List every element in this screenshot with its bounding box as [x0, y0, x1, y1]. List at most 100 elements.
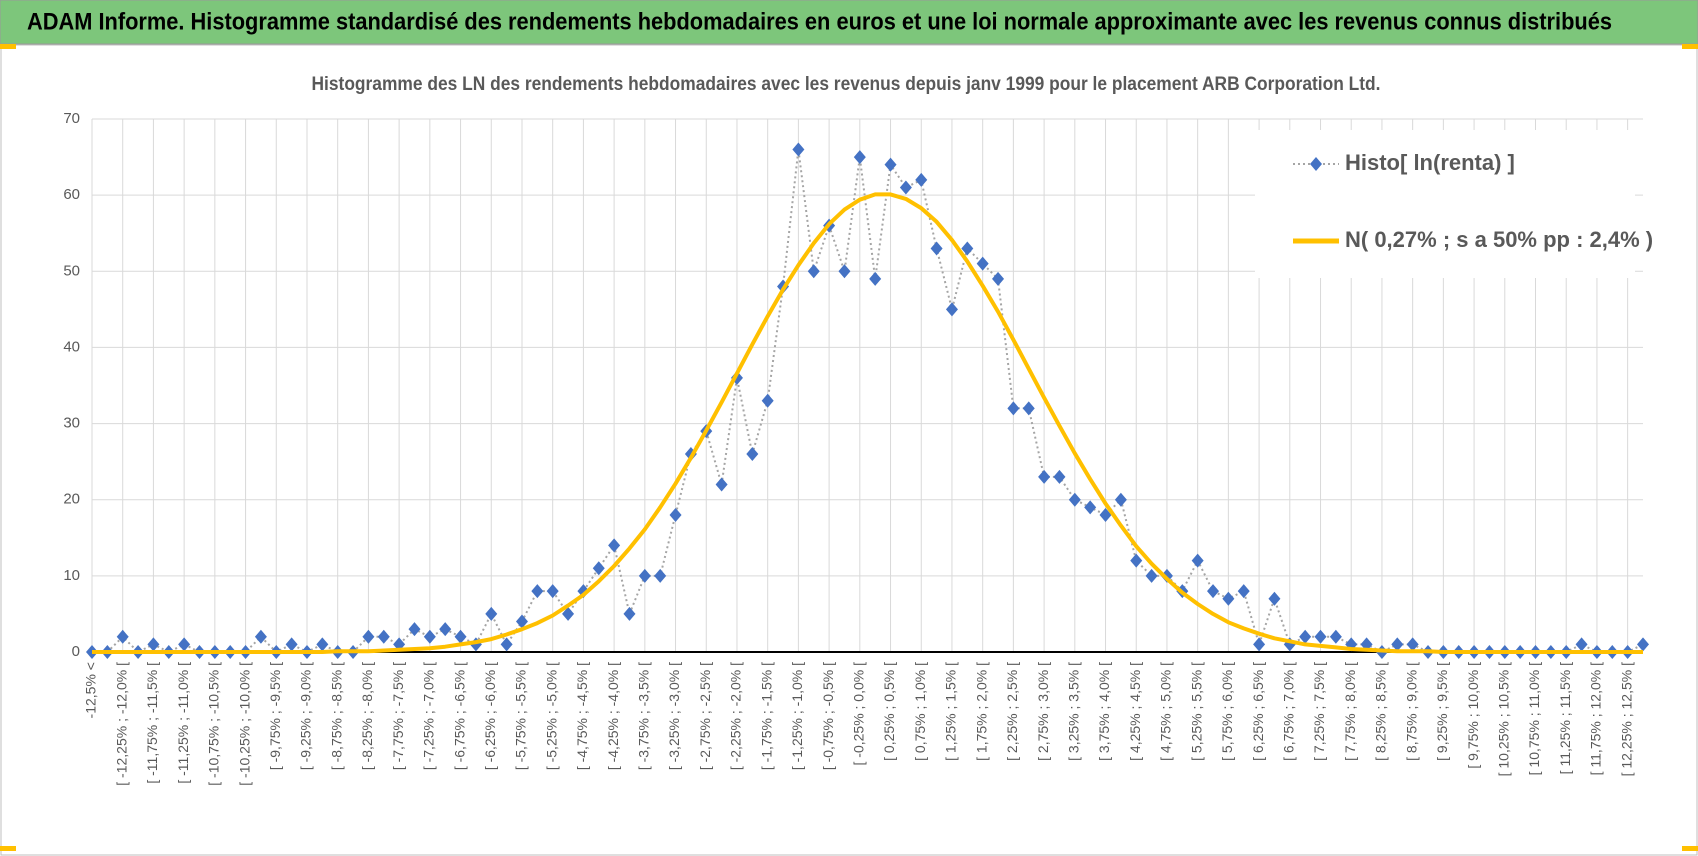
y-tick-label: 70 [63, 110, 80, 127]
x-tick-label: [ -2,75% ; -2,5% [ [697, 662, 713, 770]
data-point [853, 150, 866, 165]
corner [1682, 44, 1698, 49]
data-point [1329, 629, 1342, 644]
data-point [377, 629, 390, 644]
data-point [178, 637, 191, 652]
data-point [454, 629, 467, 644]
x-tick-label: [ 4,25% ; 4,5% [ [1127, 662, 1143, 761]
data-point [976, 256, 989, 271]
legend-marker [1310, 157, 1322, 171]
x-tick-label: [ 4,75% ; 5,0% [ [1158, 662, 1174, 761]
x-tick-label: -12,5% < [83, 662, 99, 718]
data-point [408, 622, 421, 637]
data-point [1575, 637, 1588, 652]
x-tick-label: [ -10,75% ; -10,5% [ [206, 662, 222, 786]
data-point [945, 302, 958, 317]
header-title: ADAM Informe. Histogramme standardisé de… [27, 8, 1612, 35]
data-point [915, 172, 928, 187]
x-tick-label: [ 11,25% ; 11,5% [ [1557, 662, 1573, 774]
data-point [1145, 568, 1158, 583]
x-tick-label: [ -9,75% ; -9,5% [ [267, 662, 283, 770]
x-tick-label: [ 7,25% ; 7,5% [ [1311, 662, 1327, 761]
data-point [254, 629, 267, 644]
data-point [1084, 500, 1097, 515]
y-tick-label: 10 [63, 567, 80, 584]
data-point [869, 271, 882, 286]
x-tick-label: [ -3,75% ; -3,5% [ [636, 662, 652, 770]
data-point [715, 477, 728, 492]
data-point [362, 629, 375, 644]
header-bar [0, 0, 1698, 45]
data-point [807, 264, 820, 279]
x-tick-label: [ 8,25% ; 8,5% [ [1373, 662, 1389, 761]
x-tick-label: [ -1,75% ; -1,5% [ [758, 662, 774, 770]
x-tick-label: [ -7,25% ; -7,0% [ [421, 662, 437, 770]
data-point [930, 241, 943, 256]
data-point [147, 637, 160, 652]
x-tick-label: [ -5,25% ; -5,0% [ [543, 662, 559, 770]
data-point [316, 637, 329, 652]
x-tick-label: [ -1,25% ; -1,0% [ [789, 662, 805, 770]
data-point [1191, 553, 1204, 568]
legend-label: N( 0,27% ; s a 50% pp : 2,4% ) [1345, 227, 1653, 252]
x-tick-label: [ 9,75% ; 10,0% [ [1465, 662, 1481, 769]
corner [0, 846, 16, 851]
data-point [992, 271, 1005, 286]
data-point [531, 584, 544, 599]
legend-box [1255, 130, 1635, 278]
x-tick-label: [ 2,75% ; 3,0% [ [1035, 662, 1051, 761]
data-point [1406, 637, 1419, 652]
data-point [515, 614, 528, 629]
data-point [1222, 591, 1235, 606]
corner [0, 44, 16, 49]
data-point [1114, 492, 1127, 507]
x-tick-label: [ -11,25% ; -11,0% [ [175, 662, 191, 784]
data-point [1099, 507, 1112, 522]
data-point [546, 584, 559, 599]
data-point [1391, 637, 1404, 652]
x-tick-label: [ 8,75% ; 9,0% [ [1403, 662, 1419, 761]
data-point [423, 629, 436, 644]
x-tick-label: [ -9,25% ; -9,0% [ [298, 662, 314, 770]
x-tick-label: [ -5,75% ; -5,5% [ [513, 662, 529, 770]
x-tick-label: [ 3,25% ; 3,5% [ [1066, 662, 1082, 761]
x-tick-label: [ -4,75% ; -4,5% [ [574, 662, 590, 770]
data-point [1314, 629, 1327, 644]
x-tick-label: [ -0,75% ; -0,5% [ [820, 662, 836, 770]
y-tick-label: 30 [63, 415, 80, 432]
x-tick-label: [ 6,25% ; 6,5% [ [1250, 662, 1266, 761]
x-tick-label: [ -10,25% ; -10,0% [ [236, 662, 252, 786]
x-tick-label: [ -2,25% ; -2,0% [ [728, 662, 744, 770]
x-tick-label: [ -8,75% ; -8,5% [ [328, 662, 344, 770]
x-tick-label: [ -11,75% ; -11,5% [ [144, 662, 160, 784]
data-point [1207, 584, 1220, 599]
data-point [1268, 591, 1281, 606]
data-point [562, 606, 575, 621]
data-point [638, 568, 651, 583]
data-point [485, 606, 498, 621]
y-tick-label: 60 [63, 186, 80, 203]
x-tick-label: [ -6,25% ; -6,0% [ [482, 662, 498, 770]
data-point [116, 629, 129, 644]
y-tick-label: 20 [63, 491, 80, 508]
x-tick-label: [ 12,25% ; 12,5% [ [1618, 662, 1634, 777]
y-tick-label: 0 [72, 643, 80, 660]
x-tick-label: [ 3,75% ; 4,0% [ [1096, 662, 1112, 761]
x-tick-label: [ 6,75% ; 7,0% [ [1281, 662, 1297, 761]
x-tick-label: [ -3,25% ; -3,0% [ [666, 662, 682, 770]
x-tick-label: [ -4,25% ; -4,0% [ [605, 662, 621, 770]
data-point [439, 622, 452, 637]
x-tick-label: [ -6,75% ; -6,5% [ [451, 662, 467, 770]
x-tick-label: [ 0,75% ; 1,0% [ [912, 662, 928, 761]
data-point [654, 568, 667, 583]
data-point [623, 606, 636, 621]
x-tick-label: [ 9,25% ; 9,5% [ [1434, 662, 1450, 761]
x-tick-label: [ -12,25% ; -12,0% [ [113, 662, 129, 786]
data-point [592, 561, 605, 576]
x-tick-label: [ 10,25% ; 10,5% [ [1495, 662, 1511, 777]
data-point [1022, 401, 1035, 416]
y-tick-label: 40 [63, 338, 80, 355]
x-tick-label: [ 7,75% ; 8,0% [ [1342, 662, 1358, 761]
legend-label: Histo[ ln(renta) ] [1345, 150, 1515, 175]
data-point [1068, 492, 1081, 507]
